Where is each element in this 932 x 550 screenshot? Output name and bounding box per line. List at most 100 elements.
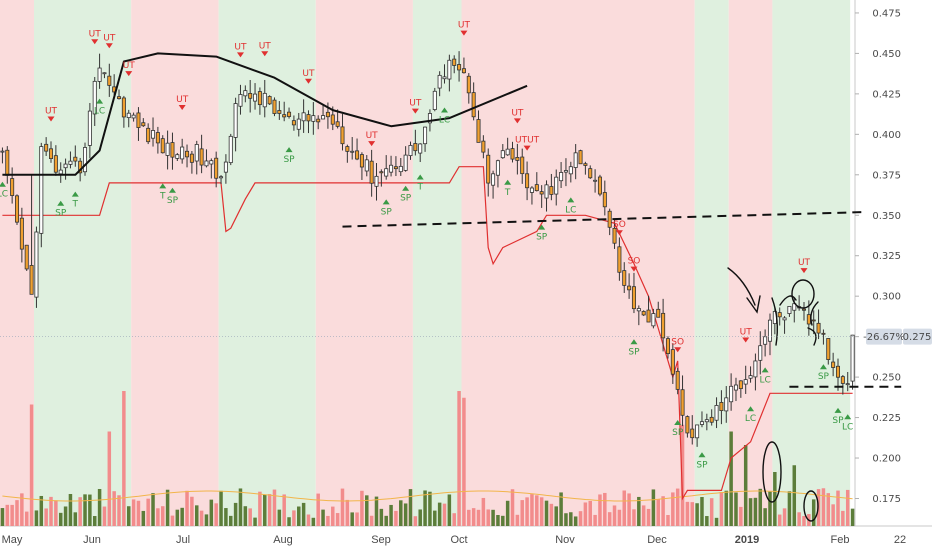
candle-up bbox=[753, 360, 758, 378]
buy-signal-arrow bbox=[441, 107, 449, 113]
volume-bar bbox=[811, 499, 816, 526]
candle-up bbox=[223, 161, 228, 173]
candle-down bbox=[53, 155, 58, 173]
candle-up bbox=[83, 147, 88, 173]
regime-band-bearish bbox=[0, 0, 35, 526]
candle-up bbox=[563, 170, 568, 173]
candle-up bbox=[544, 184, 549, 199]
volume-bar bbox=[530, 494, 534, 526]
candle-down bbox=[777, 312, 782, 318]
volume-bar bbox=[316, 493, 320, 526]
volume-bar bbox=[326, 515, 330, 526]
y-tick-label: 0.250 bbox=[872, 373, 901, 384]
volume-bar bbox=[224, 508, 228, 526]
volume-bar bbox=[126, 506, 131, 526]
candle-down bbox=[214, 157, 219, 179]
volume-bar bbox=[753, 497, 758, 526]
candle-down bbox=[160, 138, 165, 154]
x-tick-label: Dec bbox=[647, 534, 667, 546]
candle-up bbox=[699, 421, 704, 425]
sell-signal-label: UT bbox=[45, 106, 58, 116]
regime-band-bullish bbox=[772, 0, 851, 526]
candle-down bbox=[835, 365, 841, 378]
candle-down bbox=[665, 338, 670, 355]
x-tick-label: Oct bbox=[450, 534, 467, 546]
volume-bar bbox=[845, 489, 850, 526]
volume-bar bbox=[782, 508, 787, 526]
volume-bar bbox=[773, 472, 777, 526]
support-dashed-line bbox=[342, 211, 868, 228]
volume-bar bbox=[763, 508, 767, 526]
candle-up bbox=[500, 150, 505, 159]
volume-bar bbox=[564, 513, 568, 526]
candle-down bbox=[282, 114, 287, 118]
candle-up bbox=[102, 72, 107, 75]
candle-down bbox=[646, 309, 651, 323]
sell-signal-label: UT bbox=[366, 131, 379, 141]
annotation-bracket bbox=[771, 297, 819, 346]
candle-up bbox=[573, 152, 578, 168]
volume-bar bbox=[297, 506, 301, 526]
buy-signal-label: LC bbox=[94, 107, 105, 117]
sell-signal-label: UT bbox=[234, 42, 247, 52]
candle-up bbox=[651, 313, 656, 327]
volume-bar bbox=[501, 515, 505, 526]
sell-signal-arrow bbox=[236, 52, 244, 58]
volume-bar bbox=[535, 495, 539, 526]
volume-bar bbox=[204, 514, 209, 526]
volume-bar bbox=[335, 513, 340, 526]
candle-up bbox=[262, 92, 267, 108]
candle-down bbox=[359, 154, 364, 168]
candle-down bbox=[189, 153, 194, 163]
candle-down bbox=[393, 166, 398, 170]
x-tick-label: Jun bbox=[83, 534, 101, 546]
volume-bar bbox=[63, 506, 68, 526]
candle-down bbox=[335, 121, 340, 127]
candle-down bbox=[661, 312, 666, 339]
regime-band-bullish bbox=[412, 0, 462, 526]
volume-bar bbox=[379, 508, 384, 526]
candle-down bbox=[73, 156, 78, 162]
candle-down bbox=[199, 148, 204, 166]
candle-up bbox=[87, 110, 92, 146]
candle-down bbox=[170, 142, 175, 158]
buy-signal-arrow bbox=[819, 364, 827, 370]
volume-bar bbox=[685, 501, 690, 526]
volume-bar bbox=[194, 505, 199, 526]
volume-bar bbox=[44, 508, 48, 526]
candle-down bbox=[379, 171, 384, 174]
candle-up bbox=[175, 154, 180, 159]
buy-signal-label: LC bbox=[0, 190, 8, 200]
price-axis-panel bbox=[855, 0, 932, 550]
candle-down bbox=[5, 149, 10, 176]
regime-band-bearish bbox=[461, 0, 695, 526]
volume-bar bbox=[54, 500, 58, 526]
candle-down bbox=[821, 332, 826, 335]
candle-up bbox=[748, 375, 753, 379]
volume-bar bbox=[365, 495, 369, 526]
candle-down bbox=[287, 111, 292, 117]
candle-down bbox=[369, 160, 374, 184]
volume-bar bbox=[734, 492, 738, 526]
candle-up bbox=[209, 160, 214, 165]
volume-bar bbox=[102, 506, 107, 526]
volume-bar bbox=[141, 510, 146, 526]
candle-down bbox=[107, 75, 112, 86]
candle-up bbox=[151, 130, 156, 139]
candle-down bbox=[29, 265, 34, 295]
volume-bar bbox=[374, 496, 379, 526]
buy-signal-arrow bbox=[504, 179, 512, 185]
volume-bar bbox=[301, 502, 306, 526]
volume-bar bbox=[690, 502, 695, 526]
volume-bar bbox=[175, 509, 180, 526]
volume-bar bbox=[617, 509, 622, 526]
volume-bar bbox=[292, 510, 296, 526]
y-tick-label: 0.300 bbox=[872, 292, 901, 303]
buy-signal-arrow bbox=[674, 419, 682, 425]
volume-bar bbox=[418, 509, 422, 526]
volume-bar bbox=[700, 497, 704, 526]
volume-bar bbox=[399, 500, 403, 526]
trend-curve bbox=[2, 52, 528, 176]
candle-up bbox=[92, 80, 97, 115]
